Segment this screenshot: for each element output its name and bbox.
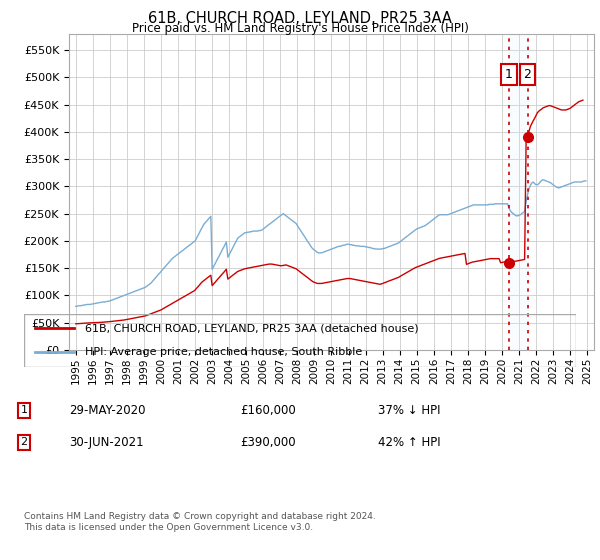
Text: £390,000: £390,000 xyxy=(240,436,296,449)
Text: 61B, CHURCH ROAD, LEYLAND, PR25 3AA: 61B, CHURCH ROAD, LEYLAND, PR25 3AA xyxy=(148,11,452,26)
Text: 30-JUN-2021: 30-JUN-2021 xyxy=(69,436,143,449)
Text: 2: 2 xyxy=(524,68,532,81)
Text: Contains HM Land Registry data © Crown copyright and database right 2024.
This d: Contains HM Land Registry data © Crown c… xyxy=(24,512,376,532)
Text: 29-MAY-2020: 29-MAY-2020 xyxy=(69,404,146,417)
Text: 1: 1 xyxy=(505,68,513,81)
Bar xyxy=(509,34,527,350)
Text: 2: 2 xyxy=(20,437,28,447)
Text: 37% ↓ HPI: 37% ↓ HPI xyxy=(378,404,440,417)
Text: 1: 1 xyxy=(20,405,28,416)
Text: £160,000: £160,000 xyxy=(240,404,296,417)
Text: HPI: Average price, detached house, South Ribble: HPI: Average price, detached house, Sout… xyxy=(85,347,362,357)
Text: 61B, CHURCH ROAD, LEYLAND, PR25 3AA (detached house): 61B, CHURCH ROAD, LEYLAND, PR25 3AA (det… xyxy=(85,324,418,334)
Text: Price paid vs. HM Land Registry's House Price Index (HPI): Price paid vs. HM Land Registry's House … xyxy=(131,22,469,35)
Text: 42% ↑ HPI: 42% ↑ HPI xyxy=(378,436,440,449)
